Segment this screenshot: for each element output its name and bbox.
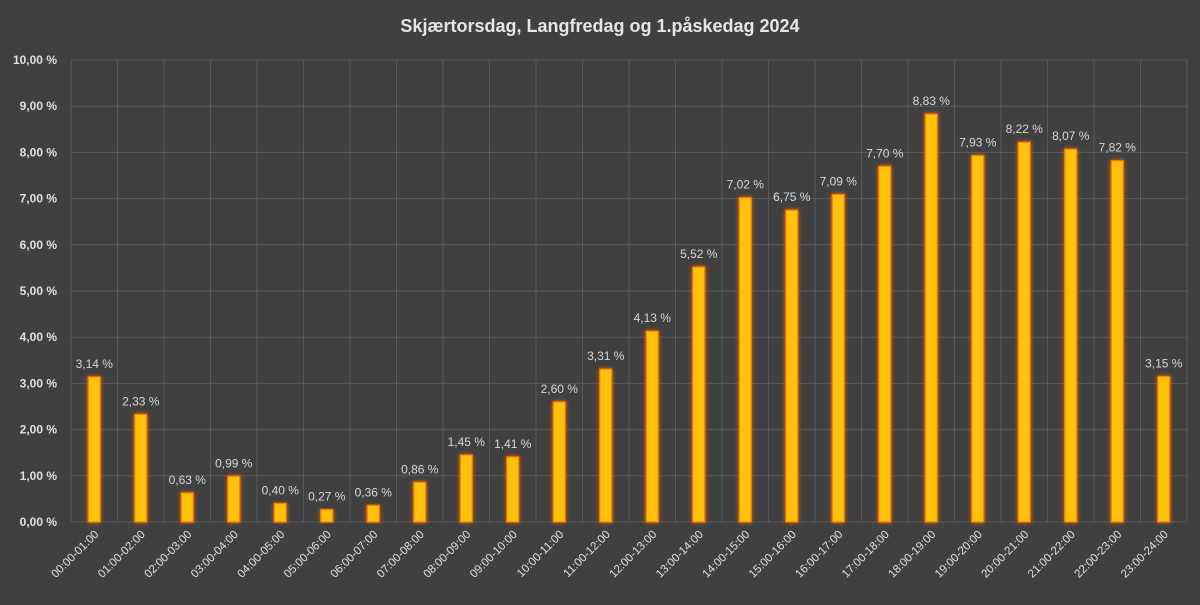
- x-tick-label: 13:00-14:00: [654, 529, 706, 581]
- x-tick-label: 15:00-16:00: [747, 529, 799, 581]
- bar: [785, 209, 799, 523]
- x-tick-label: 07:00-08:00: [375, 529, 427, 581]
- bar: [1017, 141, 1031, 523]
- x-tick-label: 04:00-05:00: [235, 529, 287, 581]
- bar: [1110, 160, 1124, 523]
- bar: [320, 508, 334, 523]
- bar: [134, 413, 148, 523]
- y-tick-label: 7,00 %: [20, 192, 58, 206]
- data-label: 7,82 %: [1099, 141, 1137, 155]
- bar: [924, 113, 938, 523]
- x-tick-label: 22:00-23:00: [1072, 529, 1124, 581]
- bar: [413, 481, 427, 523]
- y-tick-label: 9,00 %: [20, 99, 58, 113]
- bar: [227, 475, 241, 523]
- x-tick-label: 17:00-18:00: [840, 529, 892, 581]
- y-tick-label: 8,00 %: [20, 145, 58, 159]
- data-label: 0,40 %: [262, 484, 300, 498]
- bars: [87, 113, 1171, 523]
- bar: [552, 401, 566, 523]
- x-tick-label: 18:00-19:00: [886, 529, 938, 581]
- x-tick-label: 10:00-11:00: [515, 529, 566, 580]
- x-tick-label: 21:00-22:00: [1026, 529, 1078, 581]
- data-label: 0,86 %: [401, 462, 439, 476]
- x-tick-label: 09:00-10:00: [468, 529, 520, 581]
- bar: [1157, 375, 1171, 523]
- x-tick-label: 16:00-17:00: [793, 529, 845, 581]
- y-tick-label: 10,00 %: [13, 53, 57, 67]
- bar: [87, 376, 101, 523]
- data-label: 3,31 %: [587, 349, 625, 363]
- x-tick-label: 19:00-20:00: [933, 529, 985, 581]
- bar: [506, 456, 520, 523]
- bar: [645, 330, 659, 523]
- data-label: 6,75 %: [773, 190, 811, 204]
- data-label: 1,45 %: [448, 435, 486, 449]
- data-labels: 3,14 % 2,33 % 0,63 % 0,99 % 0,40 % 0,27 % 0,36…: [76, 94, 1183, 503]
- bar: [738, 197, 752, 523]
- data-label: 2,33 %: [122, 394, 160, 408]
- x-tick-label: 03:00-04:00: [189, 529, 241, 581]
- y-tick-label: 0,00 %: [20, 515, 58, 529]
- y-tick-label: 1,00 %: [20, 469, 58, 483]
- x-axis-ticks: 00:00-01:0001:00-02:0002:00-03:0003:00-0…: [49, 529, 1170, 581]
- x-tick-label: 05:00-06:00: [282, 529, 334, 581]
- y-tick-label: 4,00 %: [20, 330, 58, 344]
- data-label: 0,99 %: [215, 456, 253, 470]
- y-tick-label: 2,00 %: [20, 423, 58, 437]
- data-label: 7,02 %: [727, 178, 765, 192]
- data-label: 8,83 %: [913, 94, 951, 108]
- x-tick-label: 01:00-02:00: [96, 529, 148, 581]
- chart-title: Skjærtorsdag, Langfredag og 1.påskedag 2…: [400, 16, 799, 36]
- data-label: 0,63 %: [169, 473, 207, 487]
- x-tick-label: 02:00-03:00: [142, 529, 194, 581]
- y-axis-ticks: 0,00 % 1,00 % 2,00 % 3,00 % 4,00 % 5,00 % 6,00…: [13, 53, 57, 529]
- x-tick-label: 12:00-13:00: [607, 529, 659, 581]
- bar: [1064, 148, 1078, 523]
- y-tick-label: 5,00 %: [20, 284, 58, 298]
- gridlines: [70, 59, 1188, 523]
- data-label: 2,60 %: [541, 382, 579, 396]
- bar: [599, 368, 613, 523]
- data-label: 0,27 %: [308, 490, 346, 504]
- data-label: 3,14 %: [76, 357, 114, 371]
- bar: [831, 193, 845, 523]
- bar: [366, 504, 380, 523]
- data-label: 8,22 %: [1006, 122, 1044, 136]
- bar: [273, 502, 287, 523]
- x-tick-label: 23:00-24:00: [1119, 529, 1171, 581]
- y-tick-label: 6,00 %: [20, 238, 58, 252]
- data-label: 7,09 %: [820, 174, 858, 188]
- x-tick-label: 08:00-09:00: [421, 529, 473, 581]
- data-label: 4,13 %: [634, 311, 672, 325]
- bar: [180, 492, 194, 523]
- x-tick-label: 00:00-01:00: [49, 529, 101, 581]
- y-tick-label: 3,00 %: [20, 376, 58, 390]
- bar: [459, 454, 473, 523]
- data-label: 7,70 %: [866, 146, 904, 160]
- bar: [692, 266, 706, 523]
- data-label: 8,07 %: [1052, 129, 1090, 143]
- x-tick-label: 06:00-07:00: [328, 529, 380, 581]
- x-tick-label: 11:00-12:00: [562, 529, 613, 580]
- data-label: 3,15 %: [1145, 356, 1183, 370]
- data-label: 5,52 %: [680, 247, 718, 261]
- data-label: 0,36 %: [355, 485, 393, 499]
- x-tick-label: 14:00-15:00: [700, 529, 752, 581]
- data-label: 7,93 %: [959, 136, 997, 150]
- x-tick-label: 20:00-21:00: [979, 529, 1031, 581]
- bar: [878, 165, 892, 523]
- data-label: 1,41 %: [494, 437, 532, 451]
- bar: [971, 155, 985, 523]
